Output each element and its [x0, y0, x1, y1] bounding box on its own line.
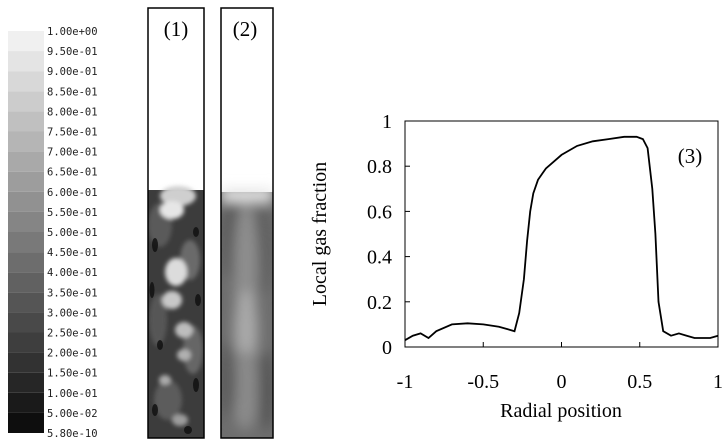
colorbar-label: 2.50e-01 — [47, 328, 98, 340]
colorbar-swatch — [8, 211, 44, 232]
panel-label-3: (3) — [678, 144, 703, 168]
gas-fraction-chart: -1 -0.5 0 0.5 1 0 0.2 0.4 0.6 0.8 1 (3) Radial pos… — [309, 111, 723, 422]
colorbar-swatch — [8, 252, 44, 273]
colorbar-swatch — [8, 191, 44, 212]
y-tick-label: 0.4 — [367, 247, 392, 269]
colorbar-label: 4.50e-01 — [47, 247, 98, 259]
colorbar-swatch — [8, 232, 44, 253]
colorbar-label: 9.50e-01 — [47, 46, 98, 58]
colorbar-swatch — [8, 332, 44, 353]
colorbar-swatch — [8, 31, 44, 52]
colorbar-swatch — [8, 151, 44, 172]
y-axis-title: Local gas fraction — [309, 162, 331, 306]
colorbar-label: 3.50e-01 — [47, 287, 98, 299]
colorbar-label: 4.00e-01 — [47, 267, 98, 279]
colorbar-label: 1.00e+00 — [47, 26, 98, 38]
column-frame-1 — [147, 7, 205, 439]
colorbar-label: 5.00e-02 — [47, 408, 98, 420]
axis-ticks: -1 -0.5 0 0.5 1 0 0.2 0.4 0.6 0.8 1 — [367, 111, 723, 393]
colorbar-swatch — [8, 171, 44, 192]
colorbar-label: 6.50e-01 — [47, 167, 98, 179]
colorbar-label: 5.00e-01 — [47, 227, 98, 239]
colorbar-label: 7.00e-01 — [47, 147, 98, 159]
contour-panel-1: (1) — [147, 7, 205, 439]
colorbar-label: 8.50e-01 — [47, 86, 98, 98]
colorbar-label: 5.80e-10 — [47, 428, 98, 439]
x-axis-title: Radial position — [500, 400, 622, 422]
y-tick-label: 0.8 — [367, 156, 392, 178]
x-tick-label: 1 — [713, 371, 723, 393]
column-frame-2 — [220, 7, 274, 439]
colorbar-swatch — [8, 352, 44, 373]
gas-fraction-line — [404, 135, 719, 341]
contour-image-2 — [221, 188, 273, 438]
x-tick-label: 0 — [557, 371, 567, 393]
x-tick-label: -1 — [397, 371, 414, 393]
colorbar-label: 3.00e-01 — [47, 307, 98, 319]
colorbar-swatch — [8, 272, 44, 293]
x-tick-label: 0.5 — [627, 371, 652, 393]
colorbar-swatch — [8, 51, 44, 72]
colorbar: 1.00e+00 9.50e-01 9.00e-01 8.50e-01 8.00e-01… — [8, 26, 98, 439]
contour-panel-2: (2) — [220, 7, 274, 439]
colorbar-label: 2.00e-01 — [47, 348, 98, 360]
colorbar-swatch — [8, 392, 44, 413]
colorbar-label: 1.50e-01 — [47, 368, 98, 380]
colorbar-swatch — [8, 412, 44, 433]
x-tick-label: -0.5 — [467, 371, 499, 393]
y-tick-label: 1 — [382, 111, 392, 133]
colorbar-label: 9.00e-01 — [47, 66, 98, 78]
colorbar-label: 5.50e-01 — [47, 207, 98, 219]
y-tick-label: 0.2 — [367, 292, 392, 314]
colorbar-swatch — [8, 131, 44, 152]
colorbar-swatch — [8, 372, 44, 393]
colorbar-label: 6.00e-01 — [47, 187, 98, 199]
panel-label-1: (1) — [164, 17, 189, 41]
y-tick-label: 0.6 — [367, 201, 392, 223]
colorbar-swatch — [8, 292, 44, 313]
colorbar-label: 1.00e-01 — [47, 388, 98, 400]
contour-image-1 — [148, 186, 204, 438]
colorbar-swatch — [8, 111, 44, 132]
colorbar-swatch — [8, 71, 44, 92]
colorbar-label: 7.50e-01 — [47, 127, 98, 139]
colorbar-swatch — [8, 312, 44, 333]
colorbar-label: 8.00e-01 — [47, 106, 98, 118]
colorbar-swatch — [8, 91, 44, 112]
y-tick-label: 0 — [382, 337, 392, 359]
panel-label-2: (2) — [233, 17, 258, 41]
